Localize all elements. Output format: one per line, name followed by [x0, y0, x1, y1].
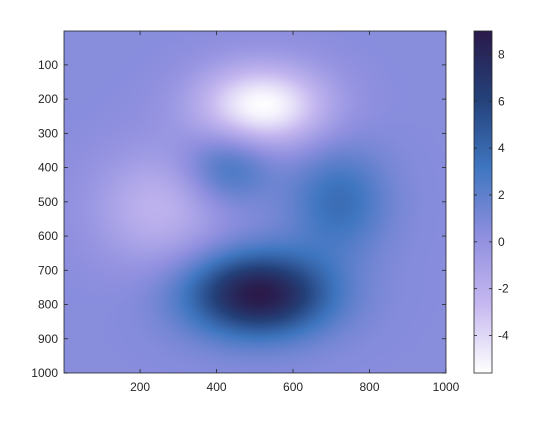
- colorbar-tick-label: 4: [498, 141, 505, 155]
- y-tick-label: 800: [38, 298, 58, 312]
- y-tick-label: 100: [38, 58, 58, 72]
- x-tick-label: 800: [360, 380, 380, 394]
- colorbar-ticks: 8 6 4 2 0 -2 -4: [474, 47, 509, 343]
- y-tick-label: 400: [38, 161, 58, 175]
- colorbar-tick-label: 6: [498, 94, 505, 108]
- y-tick-label: 900: [38, 332, 58, 346]
- y-tick-label: 700: [38, 263, 58, 277]
- y-tick-label: 200: [38, 92, 58, 106]
- x-axis: 200 400 600 800 1000: [130, 31, 460, 394]
- x-tick-label: 1000: [433, 380, 460, 394]
- y-tick-label: 600: [38, 229, 58, 243]
- colorbar: 8 6 4 2 0 -2 -4: [473, 30, 509, 374]
- y-tick-label: 1000: [31, 366, 58, 380]
- x-tick-label: 200: [130, 380, 150, 394]
- y-tick-label: 300: [38, 126, 58, 140]
- colorbar-tick-label: 8: [498, 47, 505, 61]
- plot-area: [63, 30, 447, 374]
- colorbar-tick-label: -4: [498, 329, 509, 343]
- colorbar-tick-label: 2: [498, 188, 505, 202]
- x-tick-label: 600: [283, 380, 303, 394]
- y-tick-label: 500: [38, 195, 58, 209]
- x-tick-label: 400: [207, 380, 227, 394]
- colorbar-gradient: [474, 31, 492, 373]
- y-axis: 100 200 300 400 500 600 700 800 900 1000: [31, 58, 446, 380]
- colorbar-frame: [473, 30, 493, 374]
- heatmap-image: [64, 31, 446, 373]
- colorbar-tick-label: 0: [498, 235, 505, 249]
- colorbar-tick-label: -2: [498, 282, 509, 296]
